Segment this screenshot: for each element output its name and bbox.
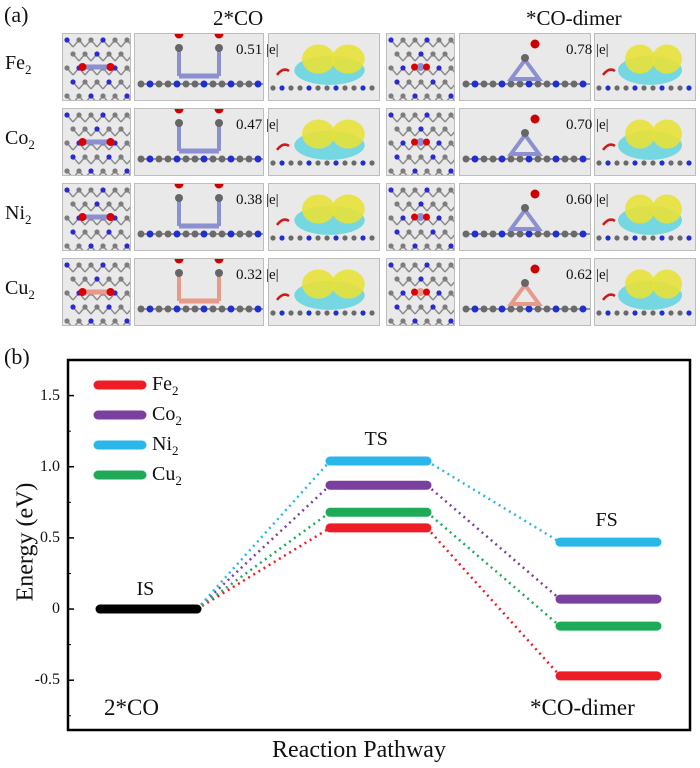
metal-symbol: Cu bbox=[5, 277, 29, 299]
charge-transfer-dimer: 0.60 |e| bbox=[566, 192, 609, 208]
y-tick-label: 1.0 bbox=[40, 457, 60, 475]
plot-frame bbox=[66, 358, 692, 732]
side-view-2co bbox=[134, 33, 264, 101]
charge-density-2co bbox=[268, 33, 380, 101]
charge-density-dimer bbox=[594, 33, 696, 101]
connector-is-ts-fe bbox=[196, 526, 331, 611]
end-label: *CO-dimer bbox=[530, 695, 635, 720]
charge-transfer-2co: 0.32 |e| bbox=[236, 267, 279, 283]
row-label-fe: Fe2 bbox=[5, 53, 32, 76]
y-tick-label: -0.5 bbox=[34, 671, 60, 689]
metal-symbol: Co bbox=[5, 127, 29, 149]
charge-density-dimer bbox=[594, 108, 696, 176]
header-co-dimer: *CO-dimer bbox=[526, 6, 622, 30]
side-view-2co bbox=[134, 183, 264, 251]
metal-symbol: Fe bbox=[5, 52, 25, 74]
charge-transfer-2co: 0.47 |e| bbox=[236, 117, 279, 133]
row-label-co: Co2 bbox=[5, 128, 35, 151]
top-view-dimer bbox=[386, 108, 455, 176]
legend-item-cu: Cu2 bbox=[152, 464, 182, 487]
side-view-2co bbox=[134, 258, 264, 326]
row-label-cu: Cu2 bbox=[5, 278, 35, 301]
charge-transfer-dimer: 0.78 |e| bbox=[566, 42, 609, 58]
metal-subscript: 2 bbox=[28, 137, 35, 152]
legend-item-ni: Ni2 bbox=[152, 434, 179, 457]
top-view-2co bbox=[62, 108, 131, 176]
connector-ts-fs-ni bbox=[426, 459, 561, 544]
connector-is-ts-co bbox=[196, 484, 331, 610]
metal-subscript: 2 bbox=[28, 287, 35, 302]
charge-transfer-dimer: 0.70 |e| bbox=[566, 117, 609, 133]
top-view-2co bbox=[62, 183, 131, 251]
connector-ts-fs-co bbox=[426, 484, 561, 601]
side-view-dimer bbox=[459, 183, 591, 251]
charge-transfer-2co: 0.38 |e| bbox=[236, 192, 279, 208]
charge-density-2co bbox=[268, 108, 380, 176]
top-view-dimer bbox=[386, 258, 455, 326]
legend-subscript: 2 bbox=[175, 413, 182, 428]
x-axis-label: Reaction Pathway bbox=[272, 737, 446, 763]
y-tick-label: 0 bbox=[52, 600, 60, 618]
charge-density-2co bbox=[268, 258, 380, 326]
start-label: 2*CO bbox=[104, 695, 159, 720]
top-view-dimer bbox=[386, 183, 455, 251]
state-label-ts: TS bbox=[364, 428, 388, 451]
side-view-dimer bbox=[459, 258, 591, 326]
header-2co: 2*CO bbox=[213, 6, 264, 30]
legend-subscript: 2 bbox=[175, 473, 182, 488]
y-axis-label: Energy (eV) bbox=[12, 482, 39, 602]
legend-item-co: Co2 bbox=[152, 404, 182, 427]
charge-transfer-dimer: 0.62 |e| bbox=[566, 267, 609, 283]
side-view-2co bbox=[134, 108, 264, 176]
top-view-dimer bbox=[386, 33, 455, 101]
y-tick-label: 1.5 bbox=[40, 386, 60, 404]
legend-label: Fe bbox=[152, 373, 172, 395]
legend-item-fe: Fe2 bbox=[152, 374, 179, 397]
connector-is-ts-cu bbox=[196, 511, 331, 611]
charge-density-dimer bbox=[594, 183, 696, 251]
state-label-is: IS bbox=[136, 578, 155, 601]
panel-b-label: (b) bbox=[4, 344, 30, 369]
top-view-2co bbox=[62, 258, 131, 326]
connector-ts-fs-cu bbox=[426, 511, 561, 628]
y-tick-label: 0.5 bbox=[40, 528, 60, 546]
top-view-2co bbox=[62, 33, 131, 101]
legend-label: Ni bbox=[152, 433, 172, 455]
metal-subscript: 2 bbox=[25, 212, 32, 227]
side-view-dimer bbox=[459, 33, 591, 101]
charge-density-2co bbox=[268, 183, 380, 251]
metal-symbol: Ni bbox=[5, 202, 25, 224]
side-view-dimer bbox=[459, 108, 591, 176]
state-label-fs: FS bbox=[595, 509, 618, 532]
panel-a-label: (a) bbox=[4, 2, 29, 27]
legend-label: Co bbox=[152, 403, 176, 425]
legend-subscript: 2 bbox=[172, 443, 179, 458]
legend-label: Cu bbox=[152, 463, 176, 485]
metal-subscript: 2 bbox=[25, 62, 32, 77]
connector-ts-fs-fe bbox=[426, 527, 561, 677]
legend-subscript: 2 bbox=[172, 383, 179, 398]
charge-transfer-2co: 0.51 |e| bbox=[236, 42, 279, 58]
row-label-ni: Ni2 bbox=[5, 203, 32, 226]
connector-is-ts-ni bbox=[196, 460, 331, 610]
charge-density-dimer bbox=[594, 258, 696, 326]
